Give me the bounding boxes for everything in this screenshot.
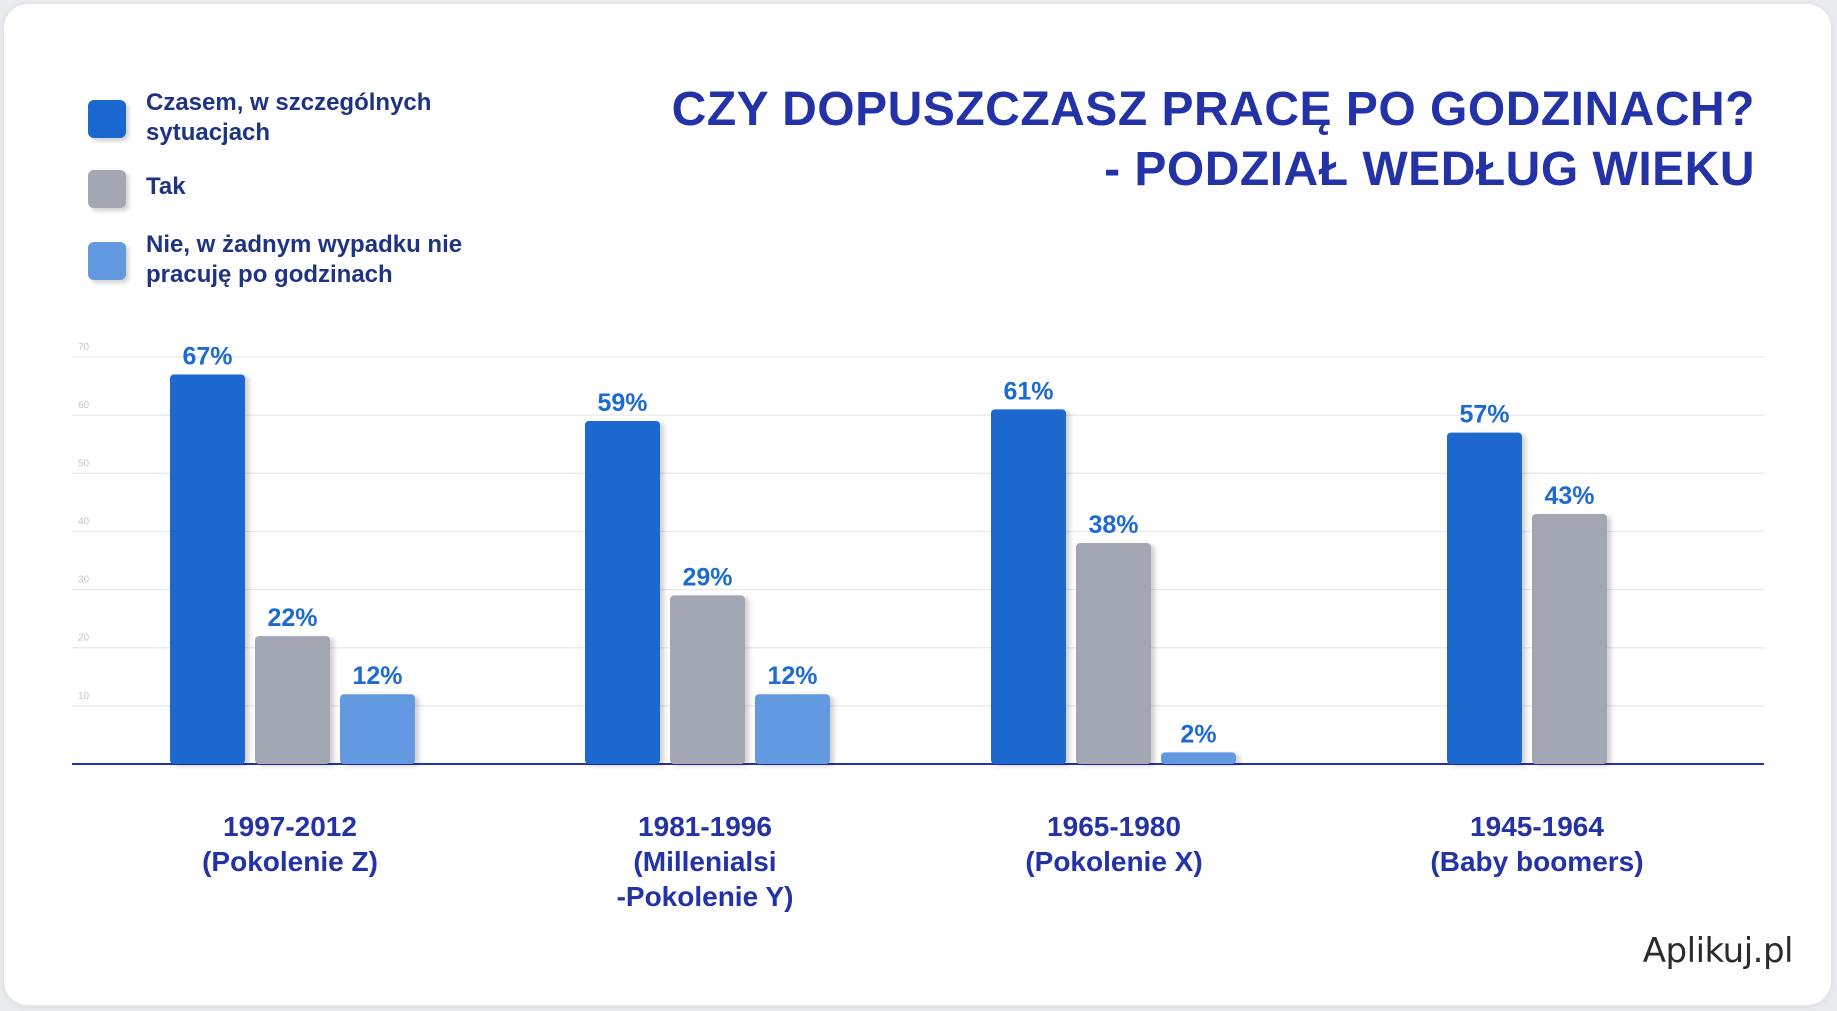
legend-swatch-czasem bbox=[88, 100, 126, 138]
bar-tak-2 bbox=[670, 595, 745, 764]
chart-title-line2: - PODZIAŁ WEDŁUG WIEKU bbox=[1104, 143, 1755, 196]
category-label-3-line2: (Pokolenie X) bbox=[1025, 846, 1202, 877]
legend: Czasem, w szczególnych sytuacjach Tak Ni… bbox=[88, 88, 528, 290]
bar-nie-3 bbox=[1161, 752, 1236, 764]
chart-title: CZY DOPUSZCZASZ PRACĘ PO GODZINACH? - PO… bbox=[672, 80, 1755, 200]
value-label-nie-3: 2% bbox=[1180, 720, 1216, 748]
bar-tak-4 bbox=[1532, 513, 1607, 764]
legend-label-nie-line1: Nie, w żadnym wypadku nie bbox=[146, 231, 463, 258]
legend-swatch-nie bbox=[88, 242, 126, 280]
bar-nie-2 bbox=[755, 694, 830, 764]
value-label-czasem-1: 67% bbox=[182, 342, 232, 370]
category-label-2-line3: -Pokolenie Y) bbox=[617, 881, 794, 912]
category-label-4-line1: 1945-1964 bbox=[1470, 811, 1604, 842]
value-label-nie-1: 12% bbox=[352, 662, 402, 690]
y-tick-label: 60 bbox=[78, 400, 90, 411]
legend-swatch-tak bbox=[88, 170, 126, 208]
bar-chart: 10 20 30 40 50 60 70 67% 22% 12% 59% 29% 12% 61% 38% 2… bbox=[72, 342, 1764, 912]
bar-czasem-2 bbox=[585, 420, 660, 764]
category-label-1-line1: 1997-2012 bbox=[223, 811, 357, 842]
legend-label-tak: Tak bbox=[146, 173, 186, 200]
value-label-czasem-3: 61% bbox=[1003, 377, 1053, 405]
legend-label-czasem-line1: Czasem, w szczególnych bbox=[146, 89, 432, 116]
value-label-nie-2: 12% bbox=[767, 662, 817, 690]
category-label-1-line2: (Pokolenie Z) bbox=[202, 846, 378, 877]
bar-czasem-3 bbox=[991, 409, 1066, 764]
value-labels: 67% 22% 12% 59% 29% 12% 61% 38% 2% 57% 43% bbox=[182, 342, 1594, 748]
category-label-2-line2: (Millenialsi bbox=[633, 846, 776, 877]
aplikuj-logo: Aplikuj.pl bbox=[1642, 931, 1794, 971]
legend-item-czasem: Czasem, w szczególnych sytuacjach bbox=[88, 88, 528, 148]
bar-tak-3 bbox=[1076, 543, 1151, 764]
y-tick-label: 30 bbox=[78, 575, 90, 586]
chart-card: Czasem, w szczególnych sytuacjach Tak Ni… bbox=[4, 4, 1831, 1005]
bar-nie-1 bbox=[340, 694, 415, 764]
legend-label-nie-line2: pracuję po godzinach bbox=[146, 261, 393, 288]
legend-item-tak: Tak bbox=[88, 170, 528, 208]
value-label-czasem-4: 57% bbox=[1459, 401, 1509, 429]
y-tick-label: 50 bbox=[78, 458, 90, 469]
y-tick-label: 40 bbox=[78, 516, 90, 527]
y-tick-label: 70 bbox=[78, 342, 90, 353]
value-label-tak-3: 38% bbox=[1088, 511, 1138, 539]
bars bbox=[170, 374, 1607, 764]
legend-item-nie: Nie, w żadnym wypadku nie pracuję po god… bbox=[88, 230, 528, 290]
bar-czasem-4 bbox=[1447, 432, 1522, 764]
category-label-3-line1: 1965-1980 bbox=[1047, 811, 1181, 842]
value-label-tak-4: 43% bbox=[1544, 482, 1594, 510]
y-tick-label: 20 bbox=[78, 633, 90, 644]
value-label-czasem-2: 59% bbox=[597, 389, 647, 417]
category-labels: 1997-2012 (Pokolenie Z) 1981-1996 (Millenia… bbox=[202, 811, 1643, 912]
value-label-tak-1: 22% bbox=[267, 604, 317, 632]
category-label-4-line2: (Baby boomers) bbox=[1430, 846, 1643, 877]
bar-tak-1 bbox=[255, 636, 330, 764]
category-label-2-line1: 1981-1996 bbox=[638, 811, 772, 842]
bar-czasem-1 bbox=[170, 374, 245, 764]
y-tick-label: 10 bbox=[78, 691, 90, 702]
value-label-tak-2: 29% bbox=[682, 563, 732, 591]
legend-label-czasem-line2: sytuacjach bbox=[146, 119, 271, 146]
chart-title-line1: CZY DOPUSZCZASZ PRACĘ PO GODZINACH? bbox=[671, 83, 1755, 136]
